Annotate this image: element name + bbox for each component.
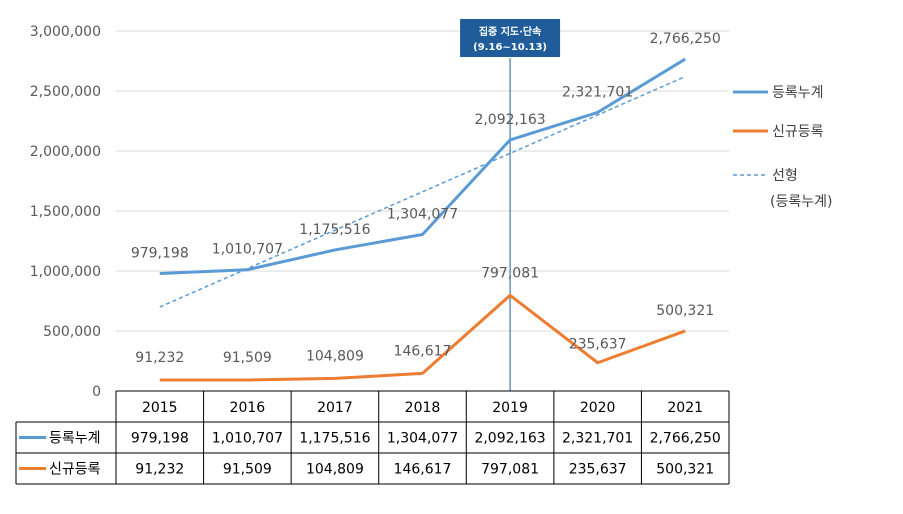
data-label: 979,198 xyxy=(131,245,189,261)
annotation-line1: 집중 지도·단속 xyxy=(479,25,541,38)
y-tick-label: 500,000 xyxy=(43,324,101,340)
table-cell: 104,809 xyxy=(306,462,364,478)
table-cell: 797,081 xyxy=(481,462,539,478)
y-tick-label: 1,500,000 xyxy=(30,204,101,220)
series-line-1 xyxy=(159,293,686,382)
table-row-label: 등록누계 xyxy=(49,431,101,447)
data-label: 1,175,516 xyxy=(299,222,370,238)
table-header-cell: 2017 xyxy=(317,400,353,416)
series-line-0 xyxy=(159,57,686,275)
y-tick-label: 2,500,000 xyxy=(30,84,101,100)
table-cell: 979,198 xyxy=(131,431,189,447)
data-label: 1,304,077 xyxy=(387,207,458,223)
table-cell: 2,092,163 xyxy=(474,431,545,447)
table-cell: 146,617 xyxy=(394,462,452,478)
table-cell: 235,637 xyxy=(569,462,627,478)
table-cell: 91,509 xyxy=(223,462,272,478)
table-row-label: 신규등록 xyxy=(49,462,101,478)
data-label: 235,637 xyxy=(569,337,627,353)
data-label: 104,809 xyxy=(306,348,364,364)
legend-label: 신규등록 xyxy=(772,124,824,140)
table-cell: 500,321 xyxy=(656,462,714,478)
data-table: 2015 2016 2017 2018 2019 2020 2021 등록누계 979,198 1… xyxy=(15,390,730,485)
annotation-line2: (9.16~10.13) xyxy=(473,42,547,53)
data-label: 91,509 xyxy=(223,350,272,366)
data-labels: 979,198 1,010,707 1,175,516 1,304,077 2,092,… xyxy=(131,31,721,366)
y-tick-label: 2,000,000 xyxy=(30,144,101,160)
table-header-cell: 2016 xyxy=(230,400,266,416)
data-label: 2,321,701 xyxy=(562,84,633,100)
y-tick-label: 0 xyxy=(92,384,101,400)
table-header-cell: 2015 xyxy=(142,400,178,416)
table-cell: 2,321,701 xyxy=(562,431,633,447)
data-label: 91,232 xyxy=(135,350,184,366)
legend-label: 등록누계 xyxy=(772,85,824,101)
y-tick-label: 3,000,000 xyxy=(30,24,101,40)
table-cell: 2,766,250 xyxy=(650,431,721,447)
data-label: 2,092,163 xyxy=(474,112,545,128)
table-header-cell: 2021 xyxy=(667,400,703,416)
table-cell: 1,010,707 xyxy=(212,431,283,447)
annotation: 집중 지도·단속 (9.16~10.13) xyxy=(460,19,561,391)
series-lines xyxy=(159,57,686,382)
annotation-box xyxy=(460,19,561,57)
table-header-cell: 2018 xyxy=(405,400,441,416)
legend-label: 선형 xyxy=(772,168,798,184)
y-tick-label: 1,000,000 xyxy=(30,264,101,280)
data-label: 1,010,707 xyxy=(212,242,283,258)
data-label: 500,321 xyxy=(656,303,714,319)
trendline-path xyxy=(159,75,686,308)
y-axis: 0 500,000 1,000,000 1,500,000 2,000,000 2,500… xyxy=(30,24,101,400)
data-label: 797,081 xyxy=(481,265,539,281)
table-header-cell: 2020 xyxy=(580,400,616,416)
table-header-cell: 2019 xyxy=(492,400,528,416)
table-cell: 1,175,516 xyxy=(299,431,370,447)
trendline xyxy=(159,75,686,308)
data-label: 146,617 xyxy=(394,343,452,359)
legend-label: (등록누계) xyxy=(770,194,832,210)
table-cell: 91,232 xyxy=(135,462,184,478)
table-cell: 1,304,077 xyxy=(387,431,458,447)
data-label: 2,766,250 xyxy=(650,31,721,47)
